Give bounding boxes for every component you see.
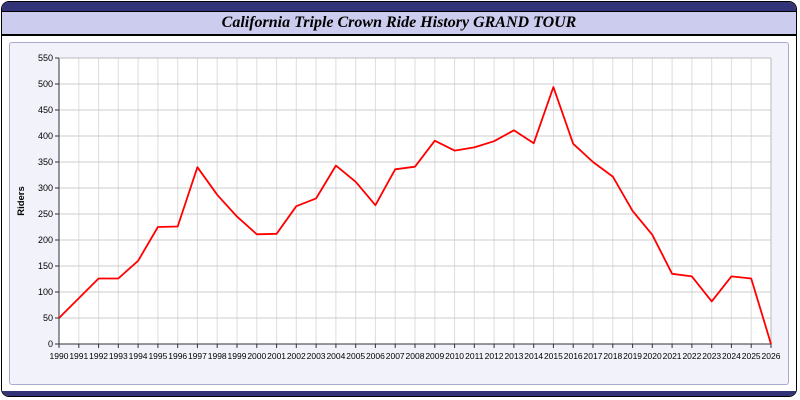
svg-text:1997: 1997 [188,351,207,361]
svg-text:2012: 2012 [485,351,504,361]
svg-text:2009: 2009 [425,351,444,361]
svg-text:250: 250 [38,209,53,219]
svg-text:300: 300 [38,183,53,193]
svg-text:150: 150 [38,261,53,271]
svg-text:1992: 1992 [89,351,108,361]
svg-text:350: 350 [38,157,53,167]
svg-text:2023: 2023 [702,351,721,361]
svg-text:2020: 2020 [643,351,662,361]
svg-text:450: 450 [38,105,53,115]
y-axis-label: Riders [16,186,27,216]
svg-text:2010: 2010 [445,351,464,361]
riders-series-line [58,86,772,345]
svg-text:1996: 1996 [168,351,187,361]
svg-text:2004: 2004 [326,351,345,361]
svg-text:2001: 2001 [267,351,286,361]
svg-text:1993: 1993 [109,351,128,361]
svg-text:2022: 2022 [682,351,701,361]
svg-text:2003: 2003 [307,351,326,361]
svg-text:2017: 2017 [584,351,603,361]
svg-text:1990: 1990 [50,351,69,361]
svg-text:2006: 2006 [366,351,385,361]
top-bar [2,2,796,11]
svg-text:2013: 2013 [504,351,523,361]
svg-text:2011: 2011 [465,351,484,361]
svg-text:2005: 2005 [346,351,365,361]
bottom-bar [2,391,796,396]
svg-text:100: 100 [38,287,53,297]
svg-text:2014: 2014 [524,351,543,361]
svg-text:2018: 2018 [603,351,622,361]
svg-text:2015: 2015 [544,351,563,361]
svg-text:50: 50 [43,313,53,323]
svg-text:550: 550 [38,53,53,63]
svg-text:2000: 2000 [247,351,266,361]
svg-text:500: 500 [38,79,53,89]
svg-text:2025: 2025 [742,351,761,361]
svg-text:200: 200 [38,235,53,245]
svg-text:2016: 2016 [564,351,583,361]
svg-text:2002: 2002 [287,351,306,361]
svg-text:1999: 1999 [228,351,247,361]
chart-container: 0 50 100 150 200 250 300 350 400 450 500 550 1990 199… [2,36,796,391]
svg-text:1995: 1995 [148,351,167,361]
svg-text:400: 400 [38,131,53,141]
svg-text:0: 0 [48,339,53,349]
svg-text:2019: 2019 [623,351,642,361]
svg-text:2007: 2007 [386,351,405,361]
svg-text:1998: 1998 [208,351,227,361]
svg-text:1991: 1991 [69,351,88,361]
svg-text:2026: 2026 [762,351,781,361]
chart-panel: 0 50 100 150 200 250 300 350 400 450 500 550 1990 199… [9,42,789,385]
svg-text:1994: 1994 [129,351,148,361]
svg-text:2024: 2024 [722,351,741,361]
page-title: California Triple Crown Ride History GRA… [221,14,577,31]
svg-text:2021: 2021 [663,351,682,361]
svg-text:2008: 2008 [406,351,425,361]
title-bar: California Triple Crown Ride History GRA… [2,11,796,36]
